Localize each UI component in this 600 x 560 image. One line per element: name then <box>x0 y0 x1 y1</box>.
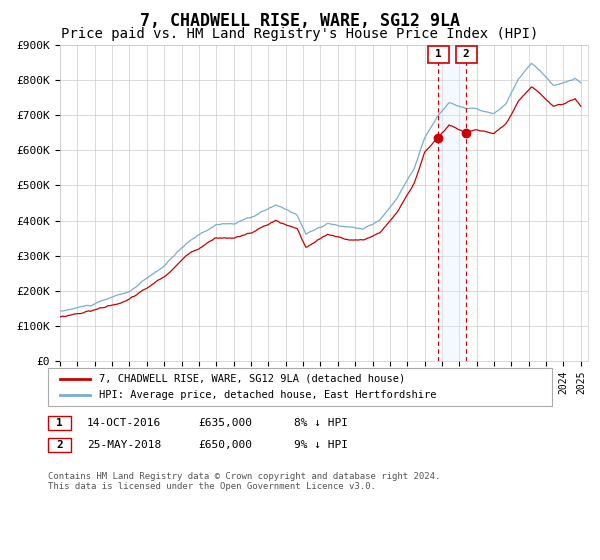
Text: Contains HM Land Registry data © Crown copyright and database right 2024.
This d: Contains HM Land Registry data © Crown c… <box>48 472 440 491</box>
Text: 8% ↓ HPI: 8% ↓ HPI <box>294 418 348 428</box>
Text: 25-MAY-2018: 25-MAY-2018 <box>87 440 161 450</box>
Bar <box>438 45 466 361</box>
Text: £650,000: £650,000 <box>198 440 252 450</box>
Text: Price paid vs. HM Land Registry's House Price Index (HPI): Price paid vs. HM Land Registry's House … <box>61 27 539 41</box>
Text: 9% ↓ HPI: 9% ↓ HPI <box>294 440 348 450</box>
Text: 7, CHADWELL RISE, WARE, SG12 9LA: 7, CHADWELL RISE, WARE, SG12 9LA <box>140 12 460 30</box>
Text: 2: 2 <box>463 49 470 59</box>
Text: 1: 1 <box>435 49 442 59</box>
Text: 7, CHADWELL RISE, WARE, SG12 9LA (detached house): 7, CHADWELL RISE, WARE, SG12 9LA (detach… <box>99 374 405 384</box>
Text: 2: 2 <box>56 440 63 450</box>
Text: 14-OCT-2016: 14-OCT-2016 <box>87 418 161 428</box>
Text: 1: 1 <box>56 418 63 428</box>
Text: £635,000: £635,000 <box>198 418 252 428</box>
Text: HPI: Average price, detached house, East Hertfordshire: HPI: Average price, detached house, East… <box>99 390 437 400</box>
